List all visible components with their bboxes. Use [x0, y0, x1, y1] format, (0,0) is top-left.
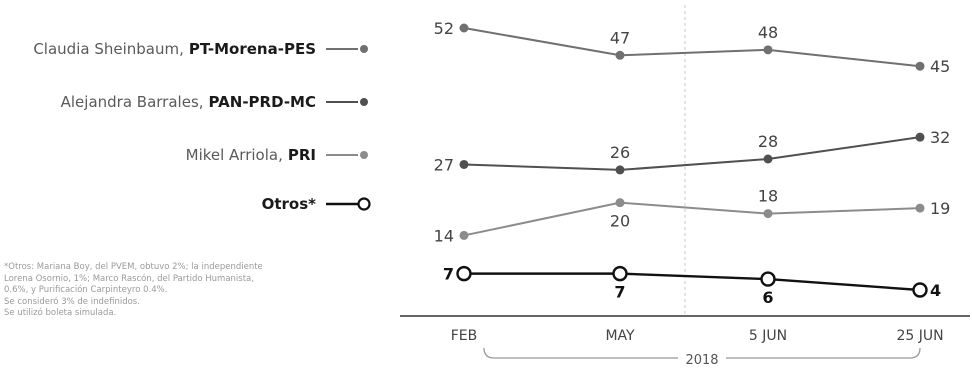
series-line — [463, 27, 921, 68]
data-label: 14 — [434, 226, 454, 245]
legend-key-marker — [357, 197, 371, 211]
data-point — [456, 265, 472, 282]
data-point — [615, 165, 625, 175]
data-point — [459, 23, 469, 33]
legend-candidate: Claudia Sheinbaum — [33, 40, 180, 58]
data-label: 18 — [758, 187, 778, 206]
x-tick-label: FEB — [451, 328, 478, 344]
data-label: 26 — [610, 143, 630, 162]
legend-separator: , — [198, 93, 204, 111]
legend-key-line-icon — [326, 151, 368, 159]
data-point — [915, 203, 925, 213]
legend-party: Otros* — [261, 195, 316, 213]
data-point — [915, 61, 925, 71]
legend-separator: , — [278, 146, 283, 164]
data-point — [615, 50, 625, 60]
data-point — [763, 154, 773, 164]
legend-item-otros: Otros* — [0, 195, 372, 213]
data-point — [915, 132, 925, 142]
year-label-bg — [678, 352, 726, 368]
data-point — [615, 198, 625, 208]
data-label: 27 — [434, 155, 454, 174]
legend-item-barrales: Alejandra Barrales, PAN-PRD-MC — [0, 93, 372, 111]
footnote-line: 0.6%, y Purificación Carpinteyro 0.4%. — [4, 285, 168, 295]
year-label: 2018 — [685, 353, 718, 368]
legend-candidate: Alejandra Barrales — [60, 93, 199, 111]
x-tick-label: MAY — [605, 328, 635, 344]
data-label: 48 — [758, 23, 778, 42]
legend-key-marker — [360, 98, 368, 106]
data-point — [459, 159, 469, 169]
legend: Claudia Sheinbaum, PT-Morena-PES Alejand… — [0, 0, 372, 373]
legend-key-line-icon — [326, 45, 368, 53]
data-label: 4 — [930, 281, 941, 300]
data-label: 32 — [930, 128, 950, 147]
series-line — [463, 201, 921, 237]
legend-key-line-icon — [326, 197, 371, 211]
legend-party: PRI — [287, 146, 316, 164]
legend-key-marker — [360, 45, 368, 53]
data-point — [912, 282, 928, 298]
data-label: 6 — [762, 288, 773, 307]
footnotes: *Otros: Mariana Boy, del PVEM, obtuvo 2%… — [4, 262, 379, 320]
legend-item-arriola: Mikel Arriola, PRI — [0, 146, 372, 164]
data-label: 45 — [930, 57, 950, 76]
legend-party: PAN-PRD-MC — [208, 93, 316, 111]
data-point — [760, 271, 776, 287]
footnote-line: *Otros: Mariana Boy, del PVEM, obtuvo 2%… — [4, 262, 263, 272]
data-label: 7 — [443, 265, 454, 284]
legend-party: PT-Morena-PES — [188, 40, 316, 58]
data-label: 19 — [930, 199, 950, 218]
data-label: 28 — [758, 132, 778, 151]
footnote-line: Lorena Osornio, 1%; Marco Rascón, del Pa… — [4, 273, 254, 284]
footnote-line: Se consideró 3% de indefinidos. — [4, 296, 140, 307]
legend-key-marker — [360, 151, 368, 159]
data-label: 52 — [434, 19, 454, 38]
data-label: 47 — [610, 28, 630, 47]
data-label: 7 — [614, 283, 625, 302]
series-line — [463, 136, 921, 171]
x-tick-label: 25 JUN — [896, 328, 943, 344]
legend-separator: , — [179, 40, 184, 58]
data-point — [763, 209, 773, 219]
x-tick-label: 5 JUN — [749, 328, 787, 344]
legend-key-line-icon — [326, 98, 368, 106]
data-point — [763, 45, 773, 55]
data-label: 20 — [610, 212, 630, 231]
legend-candidate: Mikel Arriola — [185, 146, 279, 164]
series-line — [464, 272, 921, 292]
legend-item-sheinbaum: Claudia Sheinbaum, PT-Morena-PES — [0, 40, 372, 58]
footnote-line: Se utilizó boleta simulada. — [4, 308, 117, 318]
data-point — [459, 230, 469, 240]
data-point — [612, 265, 628, 282]
